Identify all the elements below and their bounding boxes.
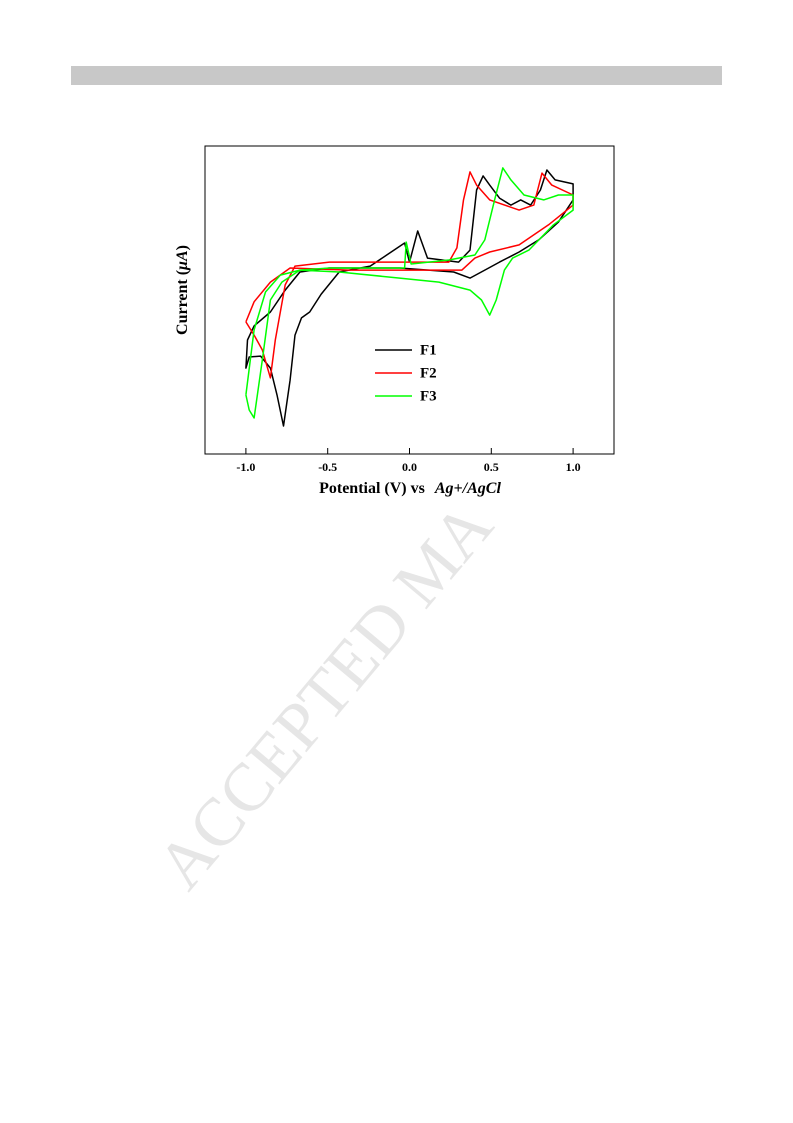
- series-line: [245, 171, 574, 379]
- x-label-italic: Ag+/AgCl: [434, 480, 502, 497]
- plot-frame: [204, 145, 615, 455]
- watermark: ACCEPTED MA: [142, 488, 507, 903]
- x-tick-label: 0.5: [484, 460, 499, 474]
- x-tick-label: 0.0: [402, 460, 417, 474]
- x-axis-label: Potential (V) vs Ag+/AgCl: [319, 480, 501, 497]
- header-bar: [71, 66, 722, 85]
- legend-label: F3: [420, 388, 437, 404]
- series-line: [245, 169, 574, 427]
- y-axis-label: Current (μA): [174, 245, 191, 335]
- x-label-text: Potential (V) vs: [319, 480, 425, 497]
- y-label-text: Current (: [174, 270, 191, 335]
- legend-label: F2: [420, 365, 437, 381]
- series-line: [245, 167, 574, 419]
- x-tick-label: -0.5: [318, 460, 337, 474]
- x-tick-label: -1.0: [236, 460, 255, 474]
- x-tick-label: 1.0: [566, 460, 581, 474]
- y-label-italic: μA: [174, 250, 191, 271]
- y-label-close: ): [174, 245, 191, 250]
- legend-label: F1: [420, 342, 437, 358]
